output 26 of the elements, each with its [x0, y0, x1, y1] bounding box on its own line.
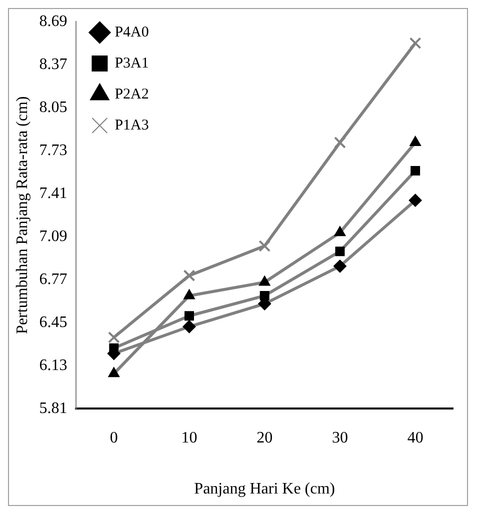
- y-tick-label: 7.73: [39, 142, 68, 159]
- legend-label: P2A2: [114, 86, 149, 102]
- y-tick-label: 5.81: [39, 400, 68, 417]
- y-tick-label: 7.41: [39, 184, 68, 202]
- legend-label: P3A1: [114, 55, 149, 72]
- y-tick-label: 6.77: [39, 270, 68, 288]
- point: [334, 136, 346, 148]
- point: [108, 331, 120, 344]
- y-tick-label: 8.05: [39, 98, 68, 116]
- point: [183, 270, 196, 282]
- point: [409, 37, 422, 50]
- x-tick-label: 20: [256, 429, 273, 446]
- point: [258, 240, 271, 252]
- y-tick-label: 7.09: [39, 228, 68, 245]
- y-axis-title: Pertumbuhan Panjang Rata-rata (cm): [14, 96, 31, 334]
- legend-label: P4A0: [114, 24, 149, 40]
- legend-label: P1A3: [114, 117, 149, 134]
- y-tick-label: 6.45: [39, 314, 68, 331]
- y-tick-label: 6.13: [39, 356, 68, 374]
- x-tick-label: 0: [110, 429, 118, 446]
- x-tick-label: 10: [181, 429, 198, 446]
- x-axis-title: Panjang Hari Ke (cm): [194, 480, 336, 498]
- y-tick-label: 8.37: [39, 56, 68, 73]
- y-tick-label: 8.69: [39, 12, 68, 30]
- x-tick-label: 30: [332, 429, 348, 446]
- x-tick-label: 40: [407, 429, 424, 446]
